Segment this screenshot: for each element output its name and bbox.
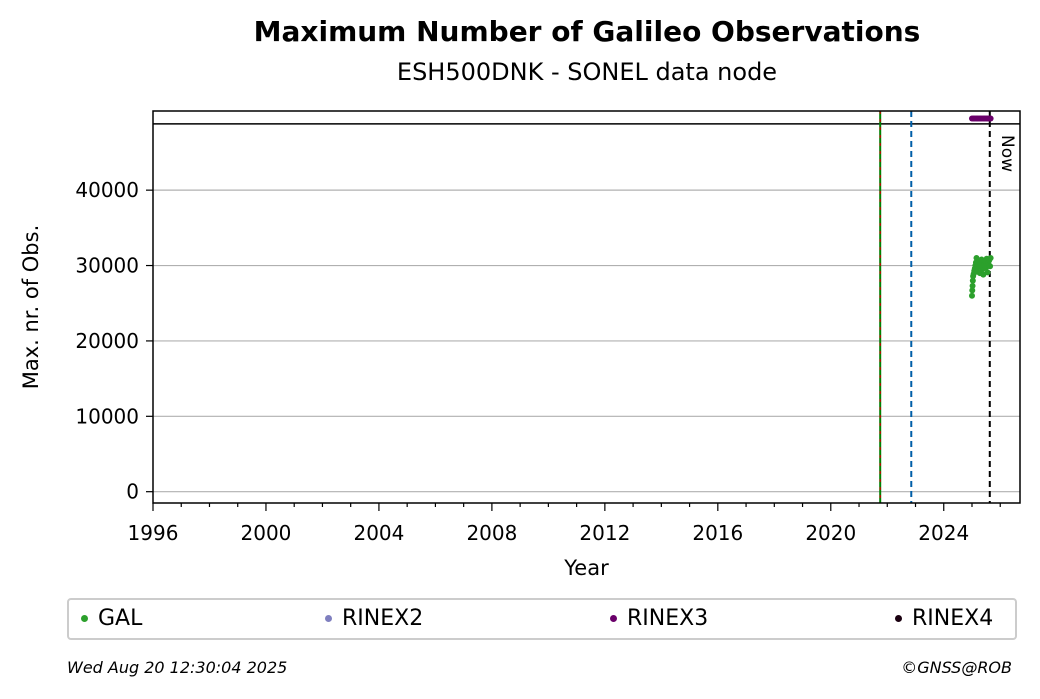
x-tick-label: 2008 xyxy=(466,521,517,545)
x-tick-label: 2016 xyxy=(692,521,743,545)
x-tick-label: 2004 xyxy=(353,521,404,545)
legend-label: RINEX2 xyxy=(342,606,424,631)
plot-frame xyxy=(152,110,1021,504)
data-point-gal xyxy=(969,277,976,284)
legend-marker xyxy=(81,615,88,622)
chart-title: Maximum Number of Galileo Observations xyxy=(253,15,921,48)
legend-marker xyxy=(895,615,902,622)
legend-marker xyxy=(325,615,332,622)
legend-item-rinex4: RINEX4 xyxy=(895,606,993,631)
x-tick-label: 2000 xyxy=(241,521,292,545)
data-point-gal xyxy=(969,282,976,289)
legend-label: GAL xyxy=(98,606,143,631)
legend-marker xyxy=(610,615,617,622)
data-point-rinex3 xyxy=(987,115,994,122)
x-tick-label: 1996 xyxy=(128,521,179,545)
x-tick-label: 2012 xyxy=(579,521,630,545)
timestamp: Wed Aug 20 12:30:04 2025 xyxy=(67,658,288,677)
legend: GAL RINEX2 RINEX3 RINEX4 xyxy=(67,598,1017,640)
y-tick-label: 0 xyxy=(126,480,139,504)
y-tick-label: 10000 xyxy=(75,404,139,428)
data-point-gal xyxy=(968,292,975,299)
data-point-gal xyxy=(987,263,994,270)
y-tick-label: 30000 xyxy=(75,254,139,278)
legend-item-gal: GAL xyxy=(81,606,142,631)
y-axis-label: Max. nr. of Obs. xyxy=(19,225,43,390)
y-tick-label: 20000 xyxy=(75,329,139,353)
chart-area: Now 1996 2000 2004 2008 2012 2016 2020 2024 0 1000… xyxy=(19,110,1021,580)
x-tick-label: 2024 xyxy=(918,521,969,545)
legend-label: RINEX3 xyxy=(627,606,709,631)
x-tick-label: 2020 xyxy=(805,521,856,545)
legend-item-rinex2: RINEX2 xyxy=(325,606,423,631)
now-label: Now xyxy=(997,135,1017,172)
x-axis-label: Year xyxy=(563,556,609,580)
data-point-gal xyxy=(987,255,994,261)
legend-item-rinex3: RINEX3 xyxy=(610,606,708,631)
chart-subtitle: ESH500DNK - SONEL data node xyxy=(396,58,778,86)
data-point-gal xyxy=(969,287,976,294)
data-point-gal xyxy=(984,269,991,276)
y-tick-label: 40000 xyxy=(75,178,139,202)
copyright: ©GNSS@ROB xyxy=(901,658,1012,677)
legend-label: RINEX4 xyxy=(912,606,994,631)
